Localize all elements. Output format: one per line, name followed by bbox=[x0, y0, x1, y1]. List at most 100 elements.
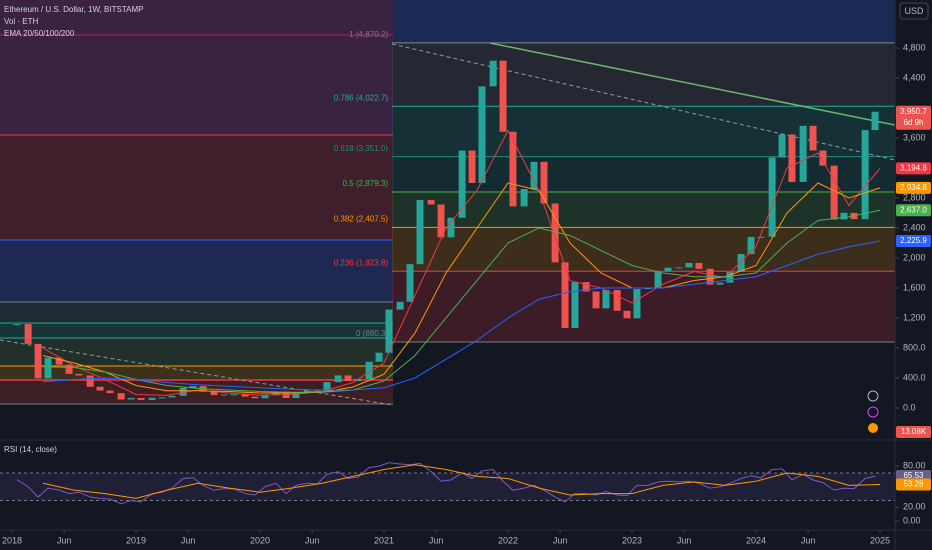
y-tick-label: 400.0 bbox=[903, 372, 926, 382]
x-tick-label: Jun bbox=[181, 535, 196, 545]
candle bbox=[96, 386, 104, 391]
zone bbox=[0, 135, 393, 240]
x-tick-label: 2023 bbox=[622, 535, 642, 545]
x-tick-label: 2018 bbox=[2, 535, 22, 545]
candle bbox=[478, 86, 486, 183]
candle bbox=[664, 267, 672, 272]
candle bbox=[468, 150, 476, 183]
candle bbox=[520, 189, 528, 207]
candle bbox=[303, 390, 311, 393]
volume-legend: Vol · ETH bbox=[4, 17, 38, 26]
ema-line bbox=[42, 182, 881, 394]
fib-label: 0.382 (2,407.5) bbox=[334, 215, 389, 224]
candle bbox=[768, 157, 776, 237]
ema-legend: EMA 20/50/100/200 bbox=[4, 29, 75, 38]
candle bbox=[695, 262, 703, 269]
x-tick-label: 2021 bbox=[374, 535, 394, 545]
candle bbox=[551, 203, 559, 263]
candle bbox=[571, 282, 579, 328]
ema-line bbox=[43, 209, 881, 393]
rsi-tick-label: 80.00 bbox=[903, 460, 926, 470]
candle bbox=[509, 131, 517, 207]
rsi-tick-label: 20.00 bbox=[903, 502, 926, 512]
candle bbox=[540, 161, 548, 204]
fib-label: 0.618 (3,351.0) bbox=[334, 144, 389, 153]
candle bbox=[127, 398, 135, 400]
trend-line bbox=[489, 42, 896, 126]
price-tag-label: 53.28 bbox=[903, 480, 924, 489]
candle bbox=[375, 352, 383, 362]
zone bbox=[0, 0, 393, 135]
icon[interactable] bbox=[867, 406, 879, 418]
currency-button[interactable] bbox=[899, 2, 929, 20]
zone bbox=[393, 0, 895, 44]
candle bbox=[427, 200, 435, 205]
candle bbox=[292, 392, 300, 399]
candle bbox=[561, 262, 569, 328]
zone bbox=[0, 380, 393, 404]
x-tick-label: 2024 bbox=[746, 535, 766, 545]
candle bbox=[334, 375, 342, 383]
candle bbox=[396, 301, 404, 310]
x-tick-label: Jun bbox=[553, 535, 568, 545]
candle bbox=[106, 390, 114, 394]
fib-zone bbox=[392, 192, 895, 228]
fib-zone bbox=[392, 227, 895, 272]
candle bbox=[65, 364, 73, 374]
candle bbox=[623, 310, 631, 319]
y-tick-label: 0.0 bbox=[903, 402, 916, 412]
price-tag bbox=[896, 204, 931, 217]
y-tick-label: 1,600 bbox=[903, 282, 926, 292]
candle bbox=[613, 290, 621, 311]
price-tag bbox=[896, 426, 931, 438]
candle bbox=[840, 212, 848, 220]
candle bbox=[592, 291, 600, 309]
candle bbox=[447, 217, 455, 238]
y-tick-label: 3,600 bbox=[903, 132, 926, 142]
candle bbox=[788, 134, 796, 182]
candle bbox=[830, 165, 838, 220]
price-tag bbox=[896, 235, 931, 248]
candle bbox=[251, 396, 259, 399]
fib-zone bbox=[392, 271, 895, 342]
icon[interactable] bbox=[867, 390, 879, 402]
fib-label: 1 (4,870.2) bbox=[349, 30, 388, 39]
candle bbox=[210, 391, 218, 396]
y-tick-label: 1,200 bbox=[903, 312, 926, 322]
symbol-title: Ethereum / U.S. Dollar, 1W, BITSTAMP bbox=[4, 5, 143, 14]
candle bbox=[437, 204, 445, 238]
x-tick-label: 2019 bbox=[126, 535, 146, 545]
price-tag bbox=[896, 478, 931, 491]
price-tag-label: 2,225.9 bbox=[900, 236, 927, 245]
candle bbox=[344, 375, 352, 382]
x-tick-label: 2025 bbox=[870, 535, 890, 545]
zone bbox=[0, 240, 393, 302]
candle bbox=[458, 150, 466, 218]
price-tag-label: 3,950.7 bbox=[900, 107, 927, 116]
price-tag bbox=[896, 105, 931, 130]
ema-line bbox=[42, 240, 881, 391]
candle bbox=[55, 357, 63, 365]
fib-label: 0.786 (4,022.7) bbox=[334, 93, 389, 102]
candle bbox=[117, 393, 125, 400]
fib-zone bbox=[392, 106, 895, 157]
rsi-band bbox=[0, 472, 895, 501]
candle bbox=[809, 125, 817, 151]
rsi-ma-line bbox=[42, 464, 881, 499]
candle bbox=[86, 375, 94, 387]
candle bbox=[261, 394, 269, 399]
candle bbox=[385, 309, 393, 353]
price-tag-label: 2,637.0 bbox=[900, 205, 927, 214]
price-tag bbox=[896, 181, 931, 194]
candle bbox=[675, 267, 683, 269]
x-tick-label: Jun bbox=[429, 535, 444, 545]
x-tick-label: Jun bbox=[305, 535, 320, 545]
currency[interactable]: USD bbox=[904, 6, 924, 16]
icon[interactable] bbox=[868, 423, 878, 433]
candle bbox=[726, 271, 734, 283]
candle bbox=[530, 161, 538, 190]
candle bbox=[737, 254, 745, 272]
zone bbox=[0, 323, 393, 338]
